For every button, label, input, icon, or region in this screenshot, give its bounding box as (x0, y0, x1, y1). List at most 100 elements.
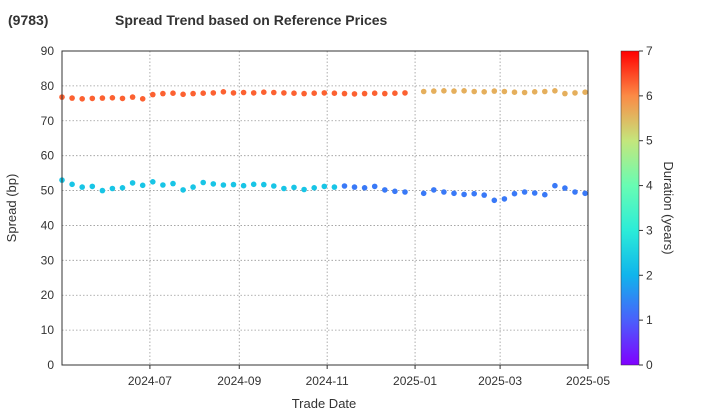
data-point (481, 89, 488, 95)
data-point (109, 95, 116, 101)
colorbar-tick-label: 3 (646, 223, 653, 237)
data-point (301, 90, 307, 97)
data-point (261, 181, 267, 188)
data-point (361, 185, 368, 191)
data-point (572, 90, 578, 96)
data-point (382, 187, 388, 193)
grid-lines (62, 51, 588, 365)
y-tick-label: 30 (41, 253, 55, 267)
data-point (240, 89, 247, 96)
data-point (531, 190, 538, 196)
data-point (150, 179, 156, 185)
chart-title: Spread Trend based on Reference Prices (115, 12, 388, 28)
colorbar-tick-label: 0 (646, 358, 653, 372)
data-point (441, 189, 447, 195)
data-point (119, 95, 126, 102)
colorbar-tick-label: 2 (646, 268, 653, 282)
data-point (180, 91, 186, 98)
colorbar-tick-label: 5 (646, 134, 653, 148)
data-point (109, 185, 116, 192)
data-point (250, 181, 257, 188)
data-point (451, 88, 457, 94)
y-tick-label: 0 (47, 358, 54, 372)
data-point (491, 197, 498, 204)
data-point (531, 89, 538, 95)
y-tick-label: 20 (41, 288, 55, 302)
data-point (521, 189, 528, 195)
data-point (170, 180, 176, 187)
data-point (552, 182, 558, 189)
data-point (271, 89, 277, 96)
data-point (271, 183, 277, 189)
data-point (331, 184, 338, 190)
data-point (402, 90, 408, 96)
data-point (69, 181, 75, 188)
data-point (521, 89, 528, 96)
data-point (230, 181, 237, 188)
data-point (230, 90, 237, 96)
data-point (210, 90, 217, 96)
data-point (291, 90, 297, 96)
data-point (341, 90, 348, 97)
data-point (420, 88, 427, 95)
data-point (281, 185, 287, 192)
data-point (382, 90, 388, 97)
colorbar-tick-label: 4 (646, 179, 653, 193)
data-point (420, 190, 427, 197)
data-point (471, 88, 478, 95)
data-point (331, 90, 338, 96)
data-point (69, 95, 75, 101)
data-point (491, 88, 498, 94)
y-tick-label: 10 (41, 323, 55, 337)
data-point (89, 95, 96, 102)
data-point (99, 187, 106, 194)
y-tick-label: 90 (41, 44, 55, 58)
data-point (311, 185, 318, 191)
data-point (501, 88, 508, 95)
colorbar-title: Duration (years) (661, 161, 676, 254)
data-point (281, 90, 287, 96)
data-point (371, 90, 378, 96)
data-point (240, 182, 247, 189)
data-point (160, 182, 166, 188)
data-point (481, 192, 488, 198)
y-tick-label: 60 (41, 149, 55, 163)
data-point (301, 186, 307, 193)
x-tick-label: 2024-07 (128, 374, 172, 388)
data-points (59, 88, 588, 204)
data-point (190, 184, 196, 190)
data-point (89, 183, 96, 190)
data-point (471, 190, 478, 197)
y-axis-ticks: 0 10 20 30 40 50 60 70 80 90 (41, 44, 55, 372)
data-point (552, 88, 558, 94)
data-point (180, 187, 186, 193)
data-point (351, 91, 358, 97)
data-point (311, 90, 318, 96)
data-point (160, 90, 166, 97)
data-point (402, 189, 408, 195)
data-point (461, 191, 467, 198)
data-point (461, 88, 467, 94)
x-tick-label: 2024-11 (306, 374, 349, 388)
data-point (170, 90, 176, 96)
data-point (371, 183, 378, 190)
data-point (341, 183, 348, 189)
data-point (582, 190, 588, 197)
data-point (200, 179, 206, 186)
x-tick-label: 2025-03 (478, 374, 522, 388)
data-point (200, 90, 206, 96)
data-point (79, 184, 85, 190)
data-point (119, 185, 126, 191)
data-point (562, 90, 568, 97)
x-tick-label: 2024-09 (217, 374, 261, 388)
data-point (511, 89, 518, 95)
x-axis-ticks: 2024-07 2024-09 2024-11 2025-01 2025-03 2025-… (128, 365, 610, 388)
data-point (190, 90, 196, 97)
data-point (220, 182, 227, 188)
data-point (572, 189, 578, 195)
data-point (150, 91, 156, 98)
data-point (129, 180, 136, 186)
data-point (431, 88, 437, 94)
